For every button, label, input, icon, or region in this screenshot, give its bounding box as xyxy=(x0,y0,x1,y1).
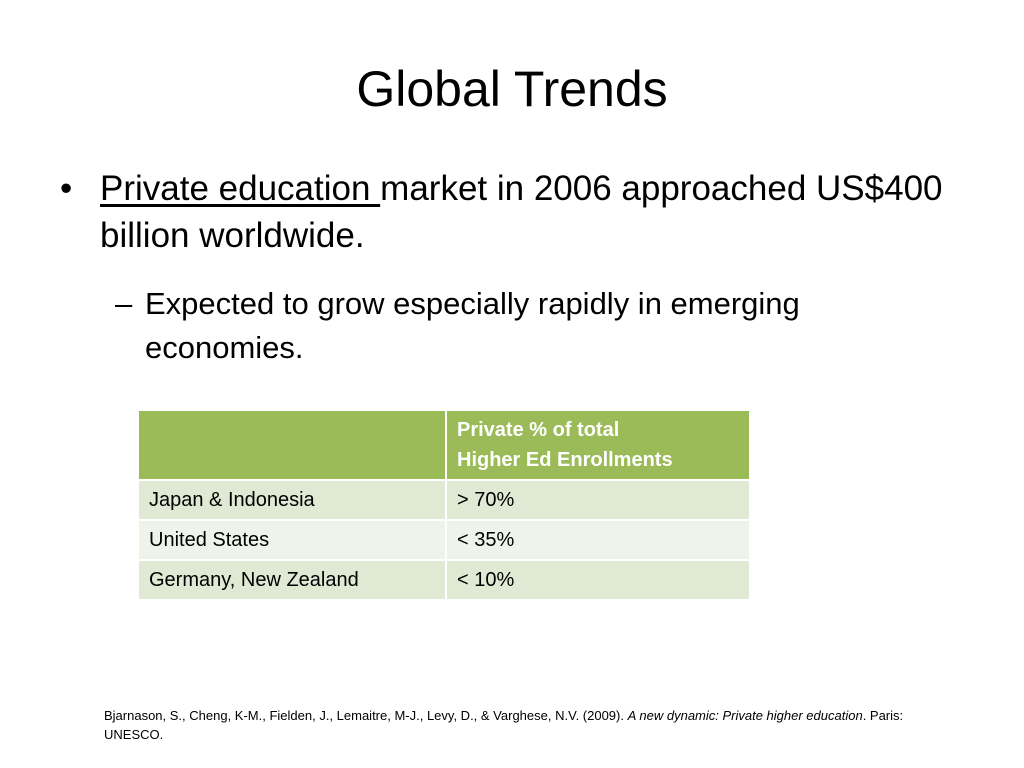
table-row: Germany, New Zealand < 10% xyxy=(137,559,751,601)
table-header-empty xyxy=(137,409,447,481)
underlined-term: Private education xyxy=(100,169,381,208)
slide-title: Global Trends xyxy=(356,61,668,117)
table-cell-country: Japan & Indonesia xyxy=(137,479,447,521)
table-cell-value: < 35% xyxy=(445,519,751,561)
table-cell-value: > 70% xyxy=(445,479,751,521)
table-cell-country: Germany, New Zealand xyxy=(137,559,447,601)
citation-title: A new dynamic: Private higher education xyxy=(627,708,863,723)
table-header-row: Private % of total Higher Ed Enrollments xyxy=(137,409,751,481)
enrollment-table: Private % of total Higher Ed Enrollments … xyxy=(137,409,751,601)
table-cell-country: United States xyxy=(137,519,447,561)
bullet-text: Private education market in 2006 approac… xyxy=(100,165,960,259)
sub-bullet-growth: – Expected to grow especially rapidly in… xyxy=(115,282,935,370)
sub-bullet-marker: – xyxy=(115,286,133,321)
table-header-private-share: Private % of total Higher Ed Enrollments xyxy=(445,409,751,481)
table-row: Japan & Indonesia > 70% xyxy=(137,479,751,521)
table-row: United States < 35% xyxy=(137,519,751,561)
citation: Bjarnason, S., Cheng, K-M., Fielden, J.,… xyxy=(104,706,904,744)
table-cell-value: < 10% xyxy=(445,559,751,601)
bullet-rest-text: market in 2006 approached US$400 billion… xyxy=(100,169,943,255)
citation-authors: Bjarnason, S., Cheng, K-M., Fielden, J.,… xyxy=(104,708,628,723)
sub-bullet-text: Expected to grow especially rapidly in e… xyxy=(145,286,800,365)
bullet-marker: • xyxy=(60,169,73,208)
citation-tail: . Paris: UNESCO. xyxy=(104,708,904,742)
bullet-private-education: • Private education market in 2006 appro… xyxy=(60,165,960,259)
